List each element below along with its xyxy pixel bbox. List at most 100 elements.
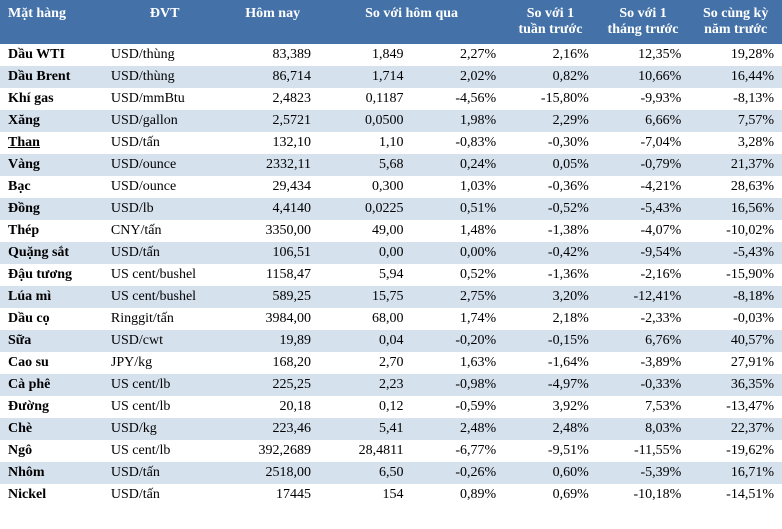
cell-today: 1158,47: [226, 264, 319, 286]
table-row: ThépCNY/tấn3350,0049,001,48%-1,38%-4,07%…: [0, 220, 782, 242]
cell-unit: USD/tấn: [103, 132, 226, 154]
cell-delta: 154: [319, 484, 412, 506]
cell-name: Thép: [0, 220, 103, 242]
cell-delta: 0,12: [319, 396, 412, 418]
cell-today: 132,10: [226, 132, 319, 154]
cell-today: 19,89: [226, 330, 319, 352]
cell-week: -0,36%: [504, 176, 597, 198]
cell-month: -11,55%: [597, 440, 690, 462]
cell-week: 3,20%: [504, 286, 597, 308]
cell-unit: USD/tấn: [103, 484, 226, 506]
cell-unit: USD/thùng: [103, 44, 226, 66]
cell-unit: USD/tấn: [103, 462, 226, 484]
table-header: Mặt hàng ĐVT Hôm nay So với hôm qua So v…: [0, 0, 782, 44]
cell-name: Ngô: [0, 440, 103, 462]
cell-unit: US cent/bushel: [103, 286, 226, 308]
cell-today: 2,4823: [226, 88, 319, 110]
cell-delta-pct: 2,48%: [412, 418, 505, 440]
cell-today: 2332,11: [226, 154, 319, 176]
cell-delta: 2,70: [319, 352, 412, 374]
table-row: Đậu tươngUS cent/bushel1158,475,940,52%-…: [0, 264, 782, 286]
cell-name: Nhôm: [0, 462, 103, 484]
cell-month: -12,41%: [597, 286, 690, 308]
table-row: Cà phêUS cent/lb225,252,23-0,98%-4,97%-0…: [0, 374, 782, 396]
table-row: NickelUSD/tấn174451540,89%0,69%-10,18%-1…: [0, 484, 782, 506]
cell-year: 21,37%: [689, 154, 782, 176]
cell-delta-pct: 1,63%: [412, 352, 505, 374]
cell-name: Dầu Brent: [0, 66, 103, 88]
cell-unit: USD/thùng: [103, 66, 226, 88]
cell-month: -4,21%: [597, 176, 690, 198]
cell-today: 2518,00: [226, 462, 319, 484]
cell-month: -4,07%: [597, 220, 690, 242]
cell-delta: 5,68: [319, 154, 412, 176]
cell-delta-pct: 1,03%: [412, 176, 505, 198]
table-row: ChèUSD/kg223,465,412,48%2,48%8,03%22,37%: [0, 418, 782, 440]
cell-week: -0,42%: [504, 242, 597, 264]
cell-name: Lúa mì: [0, 286, 103, 308]
col-header-vs-year: So cùng kỳ năm trước: [689, 0, 782, 44]
cell-name: Than: [0, 132, 103, 154]
cell-year: 19,28%: [689, 44, 782, 66]
cell-name: Nickel: [0, 484, 103, 506]
cell-name: Quặng sắt: [0, 242, 103, 264]
cell-year: 7,57%: [689, 110, 782, 132]
cell-delta-pct: 1,74%: [412, 308, 505, 330]
cell-week: 0,82%: [504, 66, 597, 88]
cell-delta: 28,4811: [319, 440, 412, 462]
cell-unit: USD/ounce: [103, 154, 226, 176]
cell-delta: 1,714: [319, 66, 412, 88]
cell-year: -15,90%: [689, 264, 782, 286]
cell-delta: 2,23: [319, 374, 412, 396]
cell-delta-pct: 2,02%: [412, 66, 505, 88]
cell-today: 168,20: [226, 352, 319, 374]
cell-month: 12,35%: [597, 44, 690, 66]
cell-month: -0,79%: [597, 154, 690, 176]
table-row: SữaUSD/cwt19,890,04-0,20%-0,15%6,76%40,5…: [0, 330, 782, 352]
cell-delta-pct: 1,48%: [412, 220, 505, 242]
cell-month: 7,53%: [597, 396, 690, 418]
cell-week: -9,51%: [504, 440, 597, 462]
cell-delta: 0,00: [319, 242, 412, 264]
cell-week: -1,36%: [504, 264, 597, 286]
cell-name: Đồng: [0, 198, 103, 220]
cell-today: 223,46: [226, 418, 319, 440]
cell-delta: 6,50: [319, 462, 412, 484]
cell-month: -9,54%: [597, 242, 690, 264]
cell-month: -7,04%: [597, 132, 690, 154]
cell-delta-pct: -0,59%: [412, 396, 505, 418]
cell-week: 2,18%: [504, 308, 597, 330]
cell-unit: USD/mmBtu: [103, 88, 226, 110]
cell-delta: 49,00: [319, 220, 412, 242]
cell-today: 4,4140: [226, 198, 319, 220]
col-header-today: Hôm nay: [226, 0, 319, 44]
cell-unit: USD/cwt: [103, 330, 226, 352]
cell-year: 40,57%: [689, 330, 782, 352]
cell-today: 3350,00: [226, 220, 319, 242]
cell-delta-pct: 2,75%: [412, 286, 505, 308]
cell-year: -5,43%: [689, 242, 782, 264]
commodities-table-container: Mặt hàng ĐVT Hôm nay So với hôm qua So v…: [0, 0, 782, 506]
cell-delta-pct: 2,27%: [412, 44, 505, 66]
cell-delta-pct: 0,24%: [412, 154, 505, 176]
table-row: Khí gasUSD/mmBtu2,48230,1187-4,56%-15,80…: [0, 88, 782, 110]
cell-delta-pct: 0,51%: [412, 198, 505, 220]
cell-delta: 5,41: [319, 418, 412, 440]
col-header-vs-yesterday: So với hôm qua: [319, 0, 504, 44]
cell-unit: USD/ounce: [103, 176, 226, 198]
cell-name: Khí gas: [0, 88, 103, 110]
cell-year: 3,28%: [689, 132, 782, 154]
cell-month: -5,43%: [597, 198, 690, 220]
cell-delta-pct: -0,83%: [412, 132, 505, 154]
cell-week: 3,92%: [504, 396, 597, 418]
table-row: NhômUSD/tấn2518,006,50-0,26%0,60%-5,39%1…: [0, 462, 782, 484]
cell-unit: Ringgit/tấn: [103, 308, 226, 330]
cell-delta: 15,75: [319, 286, 412, 308]
cell-name: Vàng: [0, 154, 103, 176]
cell-delta: 0,1187: [319, 88, 412, 110]
cell-today: 106,51: [226, 242, 319, 264]
cell-year: 28,63%: [689, 176, 782, 198]
cell-month: -0,33%: [597, 374, 690, 396]
cell-month: -3,89%: [597, 352, 690, 374]
cell-week: 0,60%: [504, 462, 597, 484]
